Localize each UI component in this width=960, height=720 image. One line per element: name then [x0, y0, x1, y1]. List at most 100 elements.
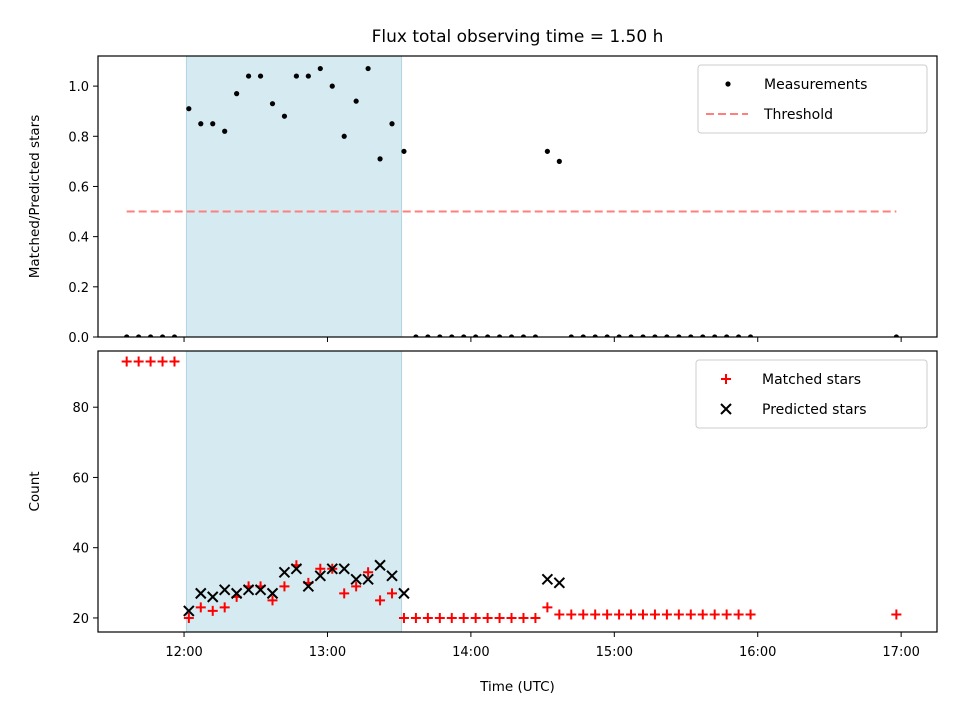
- matched-star-point: [554, 609, 565, 620]
- y-tick-label: 0.2: [68, 281, 89, 296]
- chart-title: Flux total observing time = 1.50 h: [372, 27, 664, 47]
- legend-dot-swatch: [725, 81, 731, 87]
- matched-star-point: [637, 609, 648, 620]
- measurement-point: [186, 106, 192, 112]
- matched-star-point: [697, 609, 708, 620]
- y-tick-label: 80: [72, 401, 89, 416]
- matched-star-point: [745, 609, 756, 620]
- predicted-star-point: [266, 587, 279, 600]
- matched-star-point: [207, 605, 218, 616]
- matched-star-point: [446, 612, 457, 623]
- x-tick-label: 14:00: [452, 645, 489, 660]
- predicted-star-point: [278, 566, 291, 578]
- matched-star-point: [494, 612, 505, 623]
- measurement-point: [171, 334, 178, 337]
- measurement-point: [437, 334, 443, 337]
- measurement-point: [712, 334, 718, 337]
- measurement-point: [592, 334, 598, 337]
- measurement-point: [652, 334, 658, 337]
- top-panel: 0.0 0.2 0.4 0.6 0.8 1.0 Matched/Predicted star…: [27, 55, 938, 346]
- measurement-point: [159, 334, 166, 337]
- measurement-point: [700, 334, 706, 337]
- measurement-point: [365, 65, 371, 72]
- matched-star-point: [157, 356, 168, 367]
- predicted-star-point: [230, 587, 243, 600]
- measurement-point: [568, 334, 574, 337]
- matched-star-point: [649, 609, 660, 620]
- matched-star-point: [375, 595, 386, 606]
- measurement-point: [520, 334, 527, 337]
- legend: Matched stars Predicted stars: [695, 359, 928, 429]
- y-tick-label: 0.4: [68, 231, 89, 246]
- x-tick-label: 13:00: [309, 645, 346, 660]
- observing-window-span: [185, 55, 403, 338]
- matched-star-point: [566, 609, 577, 620]
- matched-star-point: [195, 602, 206, 613]
- measurement-point: [341, 133, 347, 139]
- series-predicted-stars: [183, 559, 566, 617]
- measurement-point: [604, 334, 610, 337]
- legend-label: Measurements: [764, 77, 867, 93]
- matched-star-point: [673, 609, 684, 620]
- matched-star-point: [578, 609, 589, 620]
- measurement-point: [544, 148, 550, 154]
- measurement-point: [281, 113, 288, 119]
- matched-star-point: [709, 609, 720, 620]
- matched-star-point: [363, 567, 374, 578]
- measurement-point: [688, 334, 694, 337]
- legend-box: [697, 64, 928, 134]
- measurement-point: [305, 73, 311, 79]
- predicted-star-point: [242, 584, 255, 596]
- matched-star-point: [590, 609, 601, 620]
- x-tick-label: 17:00: [882, 645, 919, 660]
- axes-frame: [97, 350, 938, 633]
- legend-plus-swatch: [721, 374, 731, 384]
- y-tick-label: 0.8: [68, 130, 89, 145]
- measurement-point: [508, 334, 515, 337]
- x-axis-label: Time (UTC): [479, 679, 555, 695]
- measurement-point: [616, 334, 622, 337]
- measurement-point: [449, 334, 455, 337]
- measurement-point: [747, 334, 754, 337]
- measurement-point: [736, 334, 742, 337]
- predicted-star-point: [195, 587, 207, 600]
- predicted-star-point: [314, 570, 327, 582]
- measurement-point: [317, 65, 323, 72]
- matched-star-point: [685, 609, 696, 620]
- predicted-star-point: [183, 605, 195, 617]
- matched-star-point: [219, 602, 230, 613]
- plot-area: [124, 65, 899, 337]
- predicted-star-point: [362, 573, 374, 586]
- measurement-point: [676, 334, 682, 337]
- legend-label: Threshold: [763, 107, 833, 123]
- measurement-point: [580, 334, 586, 337]
- measurement-point: [198, 121, 204, 127]
- legend-label: Predicted stars: [762, 402, 867, 418]
- predicted-star-point: [302, 580, 315, 593]
- matched-star-point: [458, 612, 469, 623]
- predicted-star-point: [541, 573, 554, 586]
- measurement-point: [461, 334, 467, 337]
- matched-star-point: [614, 609, 625, 620]
- measurement-point: [485, 334, 491, 337]
- y-tick-label: 40: [72, 542, 89, 557]
- measurement-point: [401, 148, 407, 154]
- measurement-point: [556, 158, 562, 164]
- measurement-point: [377, 156, 383, 162]
- matched-star-point: [482, 612, 493, 623]
- matched-star-point: [267, 595, 278, 606]
- matched-star-point: [434, 612, 445, 623]
- matched-star-point: [542, 602, 553, 613]
- measurement-point: [496, 334, 503, 337]
- legend-box: [695, 359, 928, 429]
- measurement-point: [425, 334, 431, 337]
- measurement-point: [532, 334, 539, 337]
- matched-star-point: [733, 609, 744, 620]
- matched-star-point: [133, 356, 144, 367]
- measurement-point: [329, 83, 335, 89]
- measurement-point: [234, 91, 240, 97]
- measurement-point: [640, 334, 646, 337]
- y-tick-label: 20: [72, 612, 89, 627]
- measurement-point: [628, 334, 634, 337]
